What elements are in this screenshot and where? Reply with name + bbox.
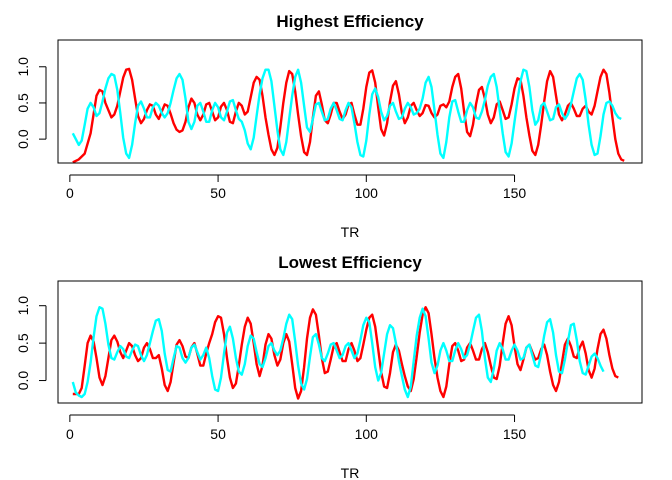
- chart-title: Highest Efficiency: [276, 12, 424, 31]
- chart-panel-1: Highest Efficiency 0 50 100 150 TR 0.0 0.5 1.0: [15, 12, 643, 240]
- x-tick-label: 50: [210, 185, 226, 201]
- chart-title: Lowest Efficiency: [278, 253, 422, 272]
- x-tick-label: 0: [66, 185, 74, 201]
- y-tick-label: 0.0: [15, 371, 31, 391]
- y-tick-label: 0.5: [15, 333, 31, 353]
- x-tick-label: 50: [210, 426, 226, 442]
- chart-panel-2: Lowest Efficiency 0 50 100 150 TR 0.0 0.5 1.0: [15, 253, 643, 480]
- x-tick-label: 150: [503, 185, 527, 201]
- y-axis: 0.0 0.5 1.0: [15, 296, 47, 391]
- y-tick-label: 1.0: [15, 57, 31, 77]
- x-tick-label: 0: [66, 426, 74, 442]
- x-axis-label: TR: [341, 224, 360, 240]
- y-tick-label: 0.5: [15, 93, 31, 113]
- series-line-cyan: [71, 306, 605, 399]
- y-axis: 0.0 0.5 1.0: [15, 57, 47, 149]
- x-axis: 0 50 100 150: [66, 174, 527, 201]
- y-tick-label: 0.0: [15, 129, 31, 149]
- x-tick-label: 150: [503, 426, 527, 442]
- plot-frame: [57, 39, 643, 164]
- y-tick-label: 1.0: [15, 296, 31, 316]
- plot-frame: [57, 280, 643, 404]
- x-tick-label: 100: [355, 426, 379, 442]
- x-tick-label: 100: [355, 185, 379, 201]
- series-line-cyan: [71, 68, 622, 160]
- x-axis: 0 50 100 150: [66, 414, 527, 442]
- series-line-red: [72, 67, 625, 164]
- x-axis-label: TR: [341, 465, 360, 480]
